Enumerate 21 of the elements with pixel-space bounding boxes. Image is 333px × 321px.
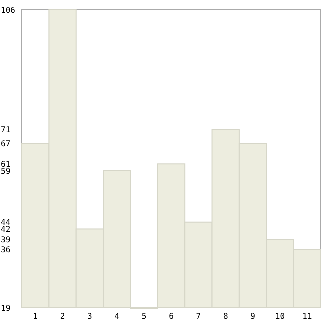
- x-tick-label: 3: [88, 312, 93, 321]
- x-tick-label: 2: [60, 312, 66, 321]
- y-tick-label: 19: [1, 304, 11, 313]
- y-tick-label: 44: [1, 218, 11, 228]
- y-tick-label: 71: [1, 126, 11, 135]
- y-tick-label: 42: [1, 225, 11, 234]
- x-tick-label: 5: [142, 312, 147, 321]
- y-tick-label: 59: [1, 166, 11, 176]
- y-tick-label: 36: [1, 246, 11, 255]
- x-tick-label: 10: [275, 312, 286, 321]
- x-tick-label: 4: [114, 312, 120, 321]
- x-tick-label: 7: [196, 312, 202, 321]
- x-tick-label: 8: [223, 312, 228, 321]
- x-tick-label: 9: [250, 312, 256, 321]
- y-tick-label: 106: [1, 6, 16, 15]
- y-tick-label: 61: [1, 160, 11, 169]
- x-tick-label: 1: [33, 312, 38, 321]
- x-tick-label: 6: [169, 312, 174, 321]
- x-tick-label: 11: [302, 312, 312, 321]
- y-tick-label: 39: [1, 235, 11, 244]
- y-tick-label: 67: [1, 139, 11, 148]
